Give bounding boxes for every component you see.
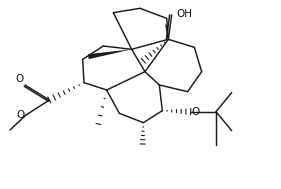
Text: OH: OH (177, 9, 193, 19)
Polygon shape (88, 49, 132, 59)
Text: O: O (192, 107, 200, 117)
Text: O: O (16, 74, 24, 84)
Text: O: O (17, 110, 25, 120)
